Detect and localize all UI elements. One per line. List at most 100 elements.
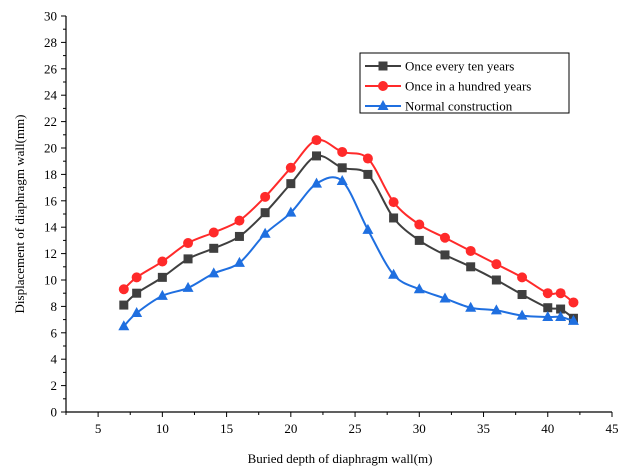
y-tick-label: 6: [51, 325, 58, 340]
data-point: [491, 275, 501, 285]
data-point: [286, 179, 296, 189]
data-point: [362, 153, 373, 164]
data-point: [259, 227, 271, 238]
series-normal-construction: [118, 175, 579, 331]
data-point: [543, 303, 553, 313]
series-once-every-ten-years: [119, 151, 578, 323]
data-point: [555, 288, 566, 299]
data-point: [337, 163, 347, 173]
x-tick-label: 35: [477, 421, 490, 436]
data-point: [208, 267, 220, 278]
data-point: [389, 213, 399, 223]
data-point: [285, 206, 297, 217]
data-point: [234, 215, 245, 226]
x-tick-label: 40: [541, 421, 554, 436]
data-point: [208, 227, 219, 238]
y-tick-label: 16: [44, 193, 58, 208]
data-point: [517, 290, 527, 300]
x-tick-label: 10: [156, 421, 169, 436]
data-point: [413, 283, 425, 294]
series-line: [123, 154, 575, 320]
series-line: [123, 176, 574, 327]
data-point: [118, 284, 129, 295]
x-tick-label: 30: [413, 421, 426, 436]
data-point: [465, 301, 477, 312]
data-point: [362, 223, 374, 234]
x-axis-title: Buried depth of diaphragm wall(m): [248, 451, 433, 466]
x-tick-label: 45: [606, 421, 619, 436]
data-point: [414, 235, 424, 245]
legend-marker: [378, 81, 388, 91]
y-tick-label: 28: [44, 35, 57, 50]
data-point: [183, 238, 194, 249]
y-tick-label: 26: [44, 61, 58, 76]
data-point: [311, 135, 322, 146]
data-point: [414, 219, 425, 230]
data-point: [568, 297, 579, 308]
data-point: [363, 169, 373, 179]
data-point: [542, 310, 554, 321]
data-point: [157, 256, 168, 267]
x-tick-label: 15: [220, 421, 233, 436]
y-tick-label: 14: [44, 220, 58, 235]
data-point: [260, 208, 270, 218]
data-point: [555, 310, 567, 321]
data-point: [336, 175, 348, 185]
data-point: [439, 292, 451, 303]
data-point: [131, 272, 142, 283]
data-point: [233, 256, 245, 267]
legend-entry-label: Once in a hundred years: [405, 79, 531, 94]
legend-entry-label: Once every ten years: [405, 59, 514, 74]
data-point: [131, 307, 143, 317]
y-tick-label: 20: [44, 141, 57, 156]
series-line: [123, 138, 575, 304]
y-axis-title: Displacement of diaphragm wall(mm): [12, 115, 27, 314]
data-point: [388, 197, 399, 208]
x-tick-label: 5: [95, 421, 102, 436]
legend-marker: [377, 100, 389, 110]
data-point: [516, 309, 528, 320]
legend: Once every ten years Once in a hundred ye…: [359, 52, 570, 114]
data-point: [556, 304, 566, 314]
y-tick-label: 22: [44, 114, 57, 129]
data-point: [542, 288, 553, 299]
data-point: [182, 281, 194, 292]
data-point: [118, 320, 130, 331]
data-point: [209, 243, 219, 253]
data-point: [156, 289, 168, 300]
axes-layer: 5 10 15 20 25 30 35 40 4502468101214161820222426…: [44, 9, 619, 437]
data-point: [260, 191, 271, 202]
legend-entry-label: Normal construction: [405, 99, 513, 114]
series-once-in-a-hundred-years: [118, 135, 579, 308]
y-tick-label: 24: [44, 88, 58, 103]
data-point: [491, 259, 502, 270]
y-tick-label: 0: [51, 405, 58, 420]
x-tick-label: 20: [284, 421, 297, 436]
data-point: [285, 162, 296, 173]
data-point: [490, 304, 502, 315]
data-point: [234, 231, 244, 241]
y-tick-label: 18: [44, 167, 57, 182]
y-tick-label: 12: [44, 246, 57, 261]
y-tick-label: 10: [44, 273, 57, 288]
data-point: [567, 314, 579, 325]
data-point: [517, 272, 528, 283]
y-tick-label: 4: [51, 352, 58, 367]
series-layer: [118, 135, 579, 331]
data-point: [466, 262, 476, 272]
data-point: [439, 232, 450, 243]
y-tick-label: 2: [51, 378, 58, 393]
data-point: [183, 254, 193, 264]
data-point: [388, 268, 400, 279]
data-point: [132, 288, 142, 298]
data-point: [440, 250, 450, 260]
y-tick-label: 30: [44, 9, 57, 24]
data-point: [119, 300, 129, 310]
data-point: [311, 177, 323, 188]
data-point: [337, 146, 348, 157]
legend-box: [359, 52, 570, 114]
legend-marker: [378, 61, 388, 71]
data-point: [465, 245, 476, 256]
